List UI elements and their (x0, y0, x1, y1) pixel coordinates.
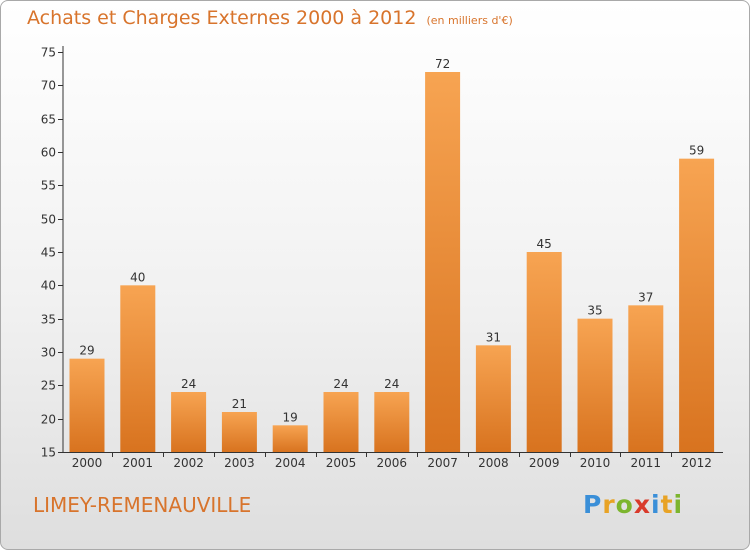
y-tick-label: 45 (41, 246, 56, 260)
data-label-2010: 35 (587, 304, 602, 318)
bar-2007 (425, 72, 461, 452)
x-tick-label-2012: 2012 (681, 456, 712, 470)
x-tick-label-2001: 2001 (123, 456, 154, 470)
y-tick-label: 65 (41, 113, 56, 127)
data-label-2003: 21 (232, 397, 247, 411)
data-label-2005: 24 (333, 377, 348, 391)
bar-2000 (69, 358, 105, 452)
y-tick-label: 40 (41, 279, 56, 293)
bar-2005 (323, 392, 359, 452)
y-tick-label: 35 (41, 313, 56, 327)
x-tick-label-2005: 2005 (326, 456, 357, 470)
chart-subtitle: (en milliers d'€) (426, 14, 513, 27)
y-tick-label: 50 (41, 213, 56, 227)
x-tick-label-2010: 2010 (580, 456, 611, 470)
x-tick-label-2006: 2006 (377, 456, 408, 470)
data-label-2009: 45 (537, 237, 552, 251)
data-label-2007: 72 (435, 57, 450, 71)
y-tick-label: 75 (41, 46, 56, 60)
data-label-2004: 19 (283, 410, 298, 424)
bar-2006 (374, 392, 410, 452)
x-tick-label-2007: 2007 (427, 456, 458, 470)
y-tick-label: 60 (41, 146, 56, 160)
proxiti-logo: Proxiti (583, 490, 684, 519)
bar-2001 (120, 285, 156, 452)
bar-2010 (577, 318, 613, 452)
x-tick-label-2000: 2000 (72, 456, 103, 470)
y-tick-label: 25 (41, 379, 56, 393)
data-label-2012: 59 (689, 144, 704, 158)
data-label-2008: 31 (486, 330, 501, 344)
y-tick-label: 55 (41, 179, 56, 193)
y-tick-label: 20 (41, 413, 56, 427)
y-tick-label: 30 (41, 346, 56, 360)
bar-2009 (526, 252, 562, 452)
bar-2003 (221, 412, 257, 452)
y-tick-label: 15 (41, 446, 56, 460)
data-label-2011: 37 (638, 290, 653, 304)
data-label-2002: 24 (181, 377, 196, 391)
x-tick-label-2004: 2004 (275, 456, 306, 470)
x-tick-label-2008: 2008 (478, 456, 509, 470)
data-label-2001: 40 (130, 270, 145, 284)
data-label-2006: 24 (384, 377, 399, 391)
axis-layer: 15 20 25 30 35 40 45 50 55 60 65 70 75 2000 2001 2002 20… (41, 46, 723, 470)
x-tick-label-2011: 2011 (631, 456, 662, 470)
x-tick-label-2009: 2009 (529, 456, 560, 470)
title-row: Achats et Charges Externes 2000 à 2012 (e… (27, 7, 513, 29)
bar-2012 (679, 158, 715, 452)
bars-layer: 29 40 24 21 19 24 24 72 31 45 35 37 59 (69, 57, 715, 452)
chart-title: Achats et Charges Externes 2000 à 2012 (27, 7, 417, 29)
bar-2004 (272, 425, 308, 452)
commune-name: LIMEY-REMENAUVILLE (33, 493, 252, 517)
bar-2011 (628, 305, 664, 452)
bar-2002 (171, 392, 207, 452)
x-tick-label-2002: 2002 (173, 456, 204, 470)
bar-2008 (475, 345, 511, 452)
data-label-2000: 29 (79, 344, 94, 358)
x-tick-label-2003: 2003 (224, 456, 255, 470)
y-tick-label: 70 (41, 79, 56, 93)
